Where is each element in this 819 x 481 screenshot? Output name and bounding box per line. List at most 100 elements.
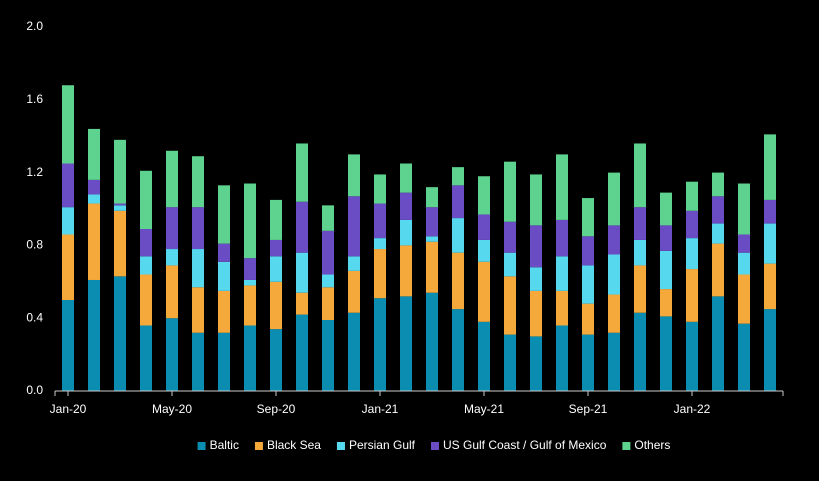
bar-segment bbox=[114, 139, 126, 204]
bar-segment bbox=[244, 285, 256, 326]
legend-swatch bbox=[431, 442, 439, 450]
bar-segment bbox=[712, 223, 724, 244]
bar-segment bbox=[192, 287, 204, 333]
bar-segment bbox=[686, 181, 698, 211]
bar-segment bbox=[88, 203, 100, 280]
x-tick-label: May-21 bbox=[464, 402, 504, 416]
bar-segment bbox=[374, 203, 386, 239]
x-tick-label: Sep-20 bbox=[257, 402, 296, 416]
bar-segment bbox=[192, 156, 204, 208]
bar-segment bbox=[504, 276, 516, 335]
bar-segment bbox=[348, 312, 360, 391]
legend-swatch bbox=[254, 442, 263, 450]
bar-segment bbox=[608, 254, 620, 295]
legend-label: Persian Gulf bbox=[349, 438, 416, 452]
bar-segment bbox=[634, 239, 646, 266]
bar-segment bbox=[452, 167, 464, 186]
bar-segment bbox=[114, 205, 126, 211]
bar-segment bbox=[452, 218, 464, 253]
bar-segment bbox=[140, 256, 152, 275]
bar-segment bbox=[738, 252, 750, 275]
bar-segment bbox=[660, 192, 672, 226]
bar-segment bbox=[348, 256, 360, 271]
bar-segment bbox=[192, 332, 204, 391]
bar-segment bbox=[608, 294, 620, 333]
bar-segment bbox=[712, 196, 724, 224]
legend-label: Baltic bbox=[210, 438, 239, 452]
bar-segment bbox=[530, 290, 542, 337]
bar-segment bbox=[686, 321, 698, 391]
bar-segment bbox=[712, 172, 724, 197]
legend-swatch bbox=[622, 442, 631, 450]
bar-segment bbox=[62, 234, 74, 300]
bar-segment bbox=[62, 300, 74, 391]
bar-segment bbox=[322, 274, 334, 288]
bar-segment bbox=[712, 243, 724, 297]
y-tick-label: 1.2 bbox=[26, 165, 43, 179]
bar-segment bbox=[270, 199, 282, 240]
bar-segment bbox=[764, 223, 776, 264]
bar-segment bbox=[634, 312, 646, 391]
legend-swatch bbox=[336, 442, 345, 450]
bar-segment bbox=[426, 187, 438, 208]
bar-segment bbox=[582, 198, 594, 237]
bar-segment bbox=[764, 199, 776, 224]
bar-segment bbox=[530, 174, 542, 226]
bar-segment bbox=[452, 309, 464, 391]
bar-segment bbox=[556, 290, 568, 326]
bar-segment bbox=[738, 323, 750, 391]
x-tick-label: Jan-21 bbox=[362, 402, 399, 416]
x-tick-label: Jan-20 bbox=[50, 402, 87, 416]
bar-segment bbox=[348, 270, 360, 313]
bar-segment bbox=[504, 161, 516, 222]
legend-label: Others bbox=[634, 438, 670, 452]
bar-segment bbox=[88, 179, 100, 195]
bar-segment bbox=[166, 207, 178, 250]
bar-segment bbox=[478, 176, 490, 215]
bar-segment bbox=[426, 236, 438, 242]
legend-label: Black Sea bbox=[267, 438, 321, 452]
bar-segment bbox=[452, 252, 464, 310]
bar-segment bbox=[582, 265, 594, 304]
bar-segment bbox=[166, 249, 178, 266]
bar-segment bbox=[322, 230, 334, 275]
bar-segment bbox=[218, 243, 230, 262]
bar-segment bbox=[608, 332, 620, 391]
bar-segment bbox=[88, 194, 100, 204]
bar-segment bbox=[426, 292, 438, 391]
bar-segment bbox=[764, 134, 776, 200]
bar-segment bbox=[738, 234, 750, 253]
bar-segment bbox=[348, 154, 360, 197]
bar-segment bbox=[374, 238, 386, 250]
bar-segment bbox=[374, 249, 386, 299]
bar-segment bbox=[582, 236, 594, 266]
bar-segment bbox=[530, 225, 542, 268]
bar-segment bbox=[140, 274, 152, 326]
bar-segment bbox=[114, 203, 126, 206]
bar-segment bbox=[322, 320, 334, 391]
bar-segment bbox=[426, 207, 438, 237]
bar-segment bbox=[660, 289, 672, 317]
bar-segment bbox=[296, 314, 308, 391]
bar-segment bbox=[556, 154, 568, 220]
y-tick-label: 0.4 bbox=[26, 310, 43, 324]
bar-segment bbox=[348, 196, 360, 257]
bar-segment bbox=[374, 174, 386, 204]
bar-segment bbox=[114, 210, 126, 277]
bar-segment bbox=[556, 325, 568, 391]
y-tick-label: 2.0 bbox=[26, 19, 43, 33]
bar-segment bbox=[764, 309, 776, 391]
bar-segment bbox=[270, 281, 282, 330]
bar-segment bbox=[582, 334, 594, 391]
bar-segment bbox=[140, 325, 152, 391]
bar-segment bbox=[218, 185, 230, 244]
bar-segment bbox=[244, 258, 256, 280]
bar-segment bbox=[244, 325, 256, 391]
bar-segment bbox=[62, 207, 74, 235]
bar-segment bbox=[88, 279, 100, 391]
bar-segment bbox=[426, 241, 438, 293]
bar-segment bbox=[478, 321, 490, 391]
bar-segment bbox=[166, 150, 178, 208]
bar-segment bbox=[686, 238, 698, 270]
